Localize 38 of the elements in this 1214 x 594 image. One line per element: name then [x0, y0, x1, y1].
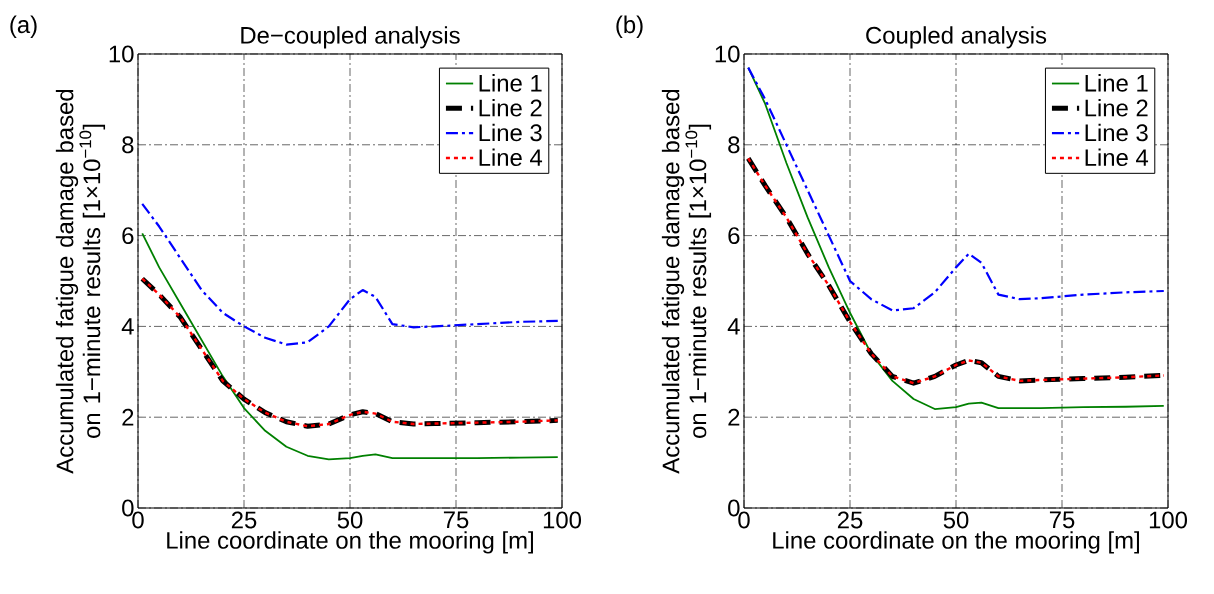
x-axis-title: Line coordinate on the mooring [m] — [773, 531, 1139, 554]
legend-label: Line 3 — [1085, 123, 1148, 142]
x-tick-label: 75 — [443, 511, 469, 529]
x-tick-label: 50 — [337, 511, 363, 529]
legend-label: Line 3 — [479, 123, 542, 142]
line-series — [747, 66, 1165, 312]
legend-label: Line 4 — [1085, 148, 1149, 167]
chart-title: De−coupled analysis — [241, 26, 460, 49]
y-tick-label: 0 — [122, 499, 134, 517]
y-tick-label: 8 — [122, 136, 134, 154]
x-axis-title: Line coordinate on the mooring [m] — [167, 531, 533, 554]
text: (b) — [616, 15, 643, 38]
y-tick-label: 8 — [728, 136, 740, 154]
legend-label: Line 4 — [479, 148, 543, 167]
x-tick-label: 100 — [543, 511, 582, 529]
text: (a) — [10, 15, 37, 38]
line-series — [141, 202, 559, 346]
x-tick-label: 100 — [1149, 511, 1188, 529]
x-tick-label: 50 — [943, 511, 969, 529]
legend-label: Line 1 — [1085, 74, 1148, 92]
x-tick-label: 25 — [837, 511, 863, 529]
chart-title: Coupled analysis — [866, 26, 1047, 49]
legend-label: Line 2 — [479, 98, 542, 117]
y-tick-label: 0 — [728, 499, 740, 517]
y-tick-label: 2 — [122, 408, 134, 426]
x-tick-label: 75 — [1049, 511, 1075, 529]
x-tick-label: 25 — [231, 511, 257, 529]
y-tick-label: 4 — [121, 318, 134, 335]
y-tick-label: 2 — [728, 408, 740, 426]
y-tick-label: 6 — [728, 227, 740, 245]
y-tick-label: 10 — [715, 45, 740, 63]
y-tick-label: 4 — [727, 318, 740, 335]
y-tick-label: 10 — [109, 45, 134, 63]
y-tick-label: 6 — [122, 227, 134, 245]
legend-label: Line 1 — [479, 74, 542, 92]
y-axis-title: Accumulated fatigue damage based on 1−minute results [1×10$^{−10}$] — [55, 89, 106, 474]
y-axis-title: Accumulated fatigue damage based on 1−minute results [1×10$^{−10}$] — [661, 89, 712, 474]
legend-label: Line 2 — [1085, 98, 1148, 117]
